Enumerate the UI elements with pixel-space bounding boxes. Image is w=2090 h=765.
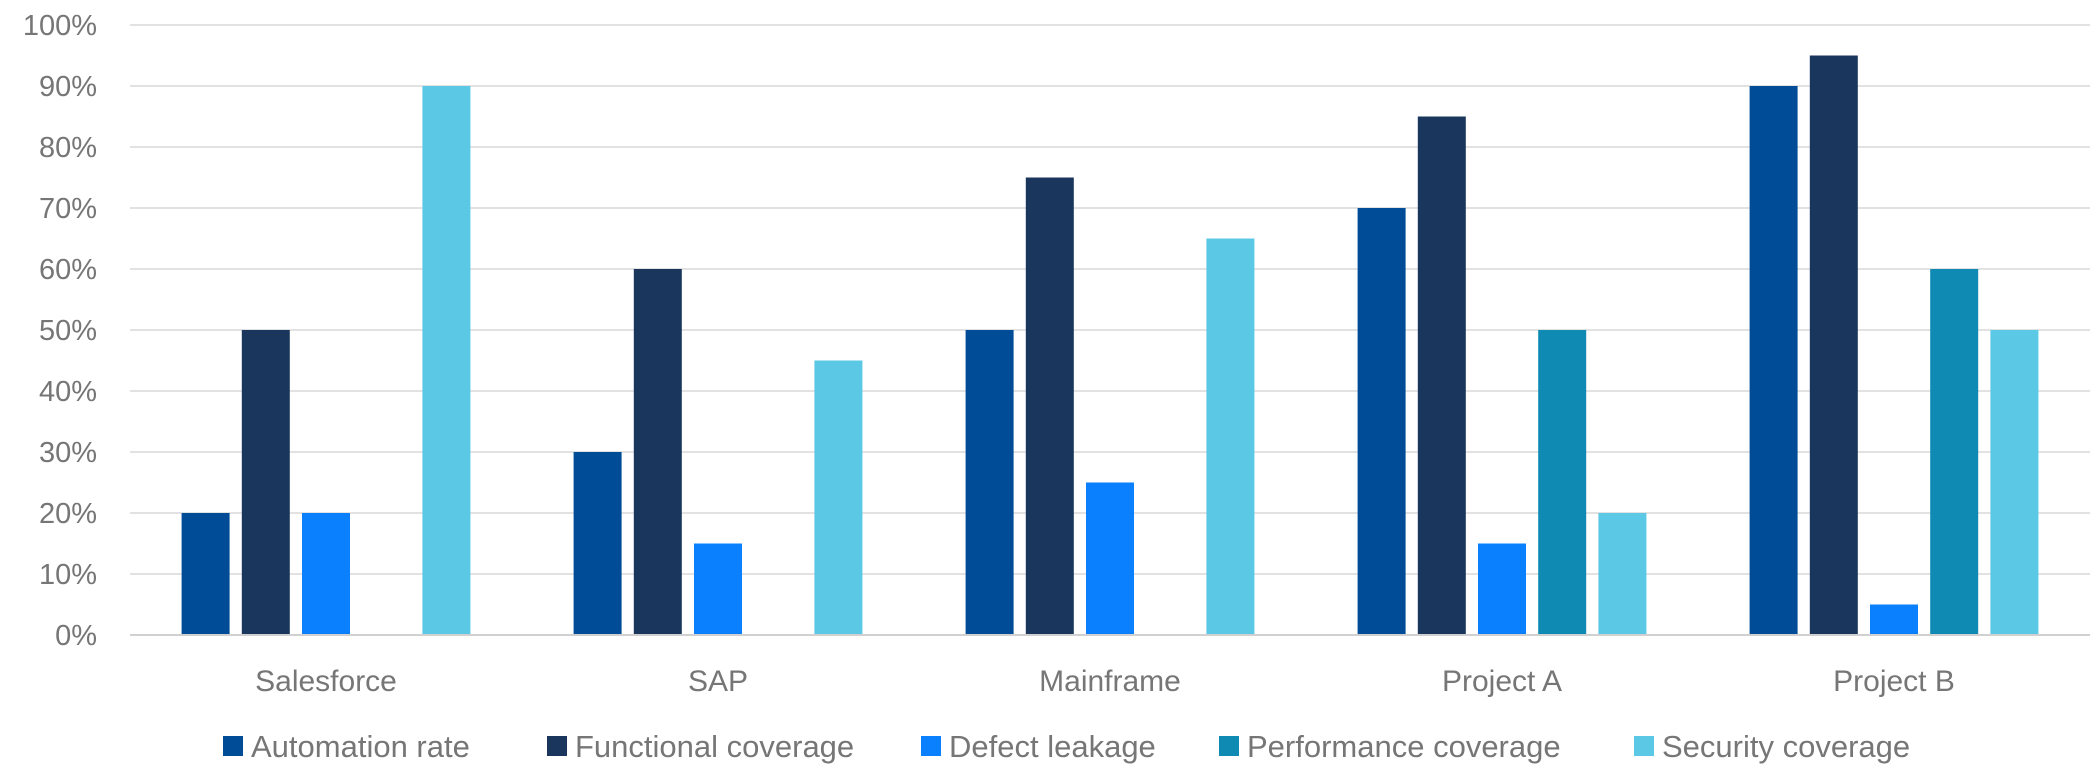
- legend-swatch: [1219, 736, 1239, 756]
- legend-label: Security coverage: [1662, 729, 1910, 764]
- bar-automation-rate-project-b: [1749, 86, 1798, 635]
- bar-automation-rate-mainframe: [965, 330, 1014, 635]
- y-tick-label: 20%: [39, 498, 97, 530]
- legend-label: Defect leakage: [949, 729, 1156, 764]
- y-tick-label: 0%: [55, 620, 97, 652]
- x-category-label: Project B: [1833, 665, 1955, 698]
- bar-security-coverage-project-b: [1990, 330, 2039, 635]
- bar-functional-coverage-project-a: [1417, 116, 1466, 635]
- legend-label: Functional coverage: [575, 729, 854, 764]
- bar-performance-coverage-project-b: [1930, 269, 1979, 635]
- bar-defect-leakage-mainframe: [1086, 482, 1134, 635]
- x-category-label: Salesforce: [255, 665, 397, 698]
- bar-automation-rate-sap: [573, 452, 622, 635]
- y-tick-label: 40%: [39, 376, 97, 408]
- bar-defect-leakage-salesforce: [302, 513, 350, 635]
- y-tick-label: 50%: [39, 315, 97, 347]
- y-tick-label: 90%: [39, 71, 97, 103]
- legend-label: Automation rate: [251, 729, 470, 764]
- y-tick-label: 30%: [39, 437, 97, 469]
- y-tick-label: 60%: [39, 254, 97, 286]
- y-axis-tick-labels: 0% 10% 20% 30% 40% 50% 60% 70% 80% 90% 100%: [23, 10, 97, 652]
- bar-defect-leakage-sap: [694, 543, 742, 635]
- bar-security-coverage-project-a: [1598, 513, 1647, 635]
- y-tick-label: 100%: [23, 10, 97, 42]
- bar-performance-coverage-project-a: [1538, 330, 1587, 635]
- bars: [181, 55, 2039, 635]
- x-category-label: SAP: [688, 665, 748, 698]
- x-category-label: Mainframe: [1039, 665, 1181, 698]
- legend-label: Performance coverage: [1247, 729, 1561, 764]
- bar-functional-coverage-mainframe: [1025, 177, 1074, 635]
- bar-defect-leakage-project-a: [1478, 543, 1526, 635]
- legend: Automation rate Functional coverage Defect…: [223, 729, 1910, 764]
- x-category-label: Project A: [1442, 665, 1562, 698]
- x-axis-category-labels: Salesforce SAP Mainframe Project A Project B: [255, 665, 1955, 698]
- bar-automation-rate-salesforce: [181, 513, 230, 635]
- legend-swatch: [547, 736, 567, 756]
- y-tick-label: 70%: [39, 193, 97, 225]
- bar-defect-leakage-project-b: [1870, 604, 1918, 635]
- y-tick-label: 10%: [39, 559, 97, 591]
- legend-swatch: [223, 736, 243, 756]
- bar-security-coverage-sap: [814, 360, 863, 635]
- legend-swatch: [1634, 736, 1654, 756]
- y-tick-label: 80%: [39, 132, 97, 164]
- bar-automation-rate-project-a: [1357, 208, 1406, 635]
- bar-functional-coverage-sap: [633, 269, 682, 635]
- bar-functional-coverage-project-b: [1809, 55, 1858, 635]
- bar-functional-coverage-salesforce: [241, 330, 290, 635]
- bar-security-coverage-mainframe: [1206, 238, 1255, 635]
- legend-swatch: [921, 736, 941, 756]
- bar-security-coverage-salesforce: [422, 86, 471, 635]
